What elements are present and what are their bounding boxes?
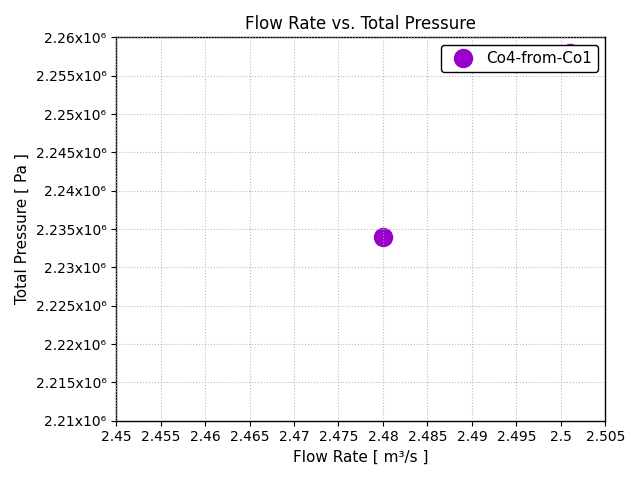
Y-axis label: Total Pressure [ Pa ]: Total Pressure [ Pa ]	[15, 154, 30, 304]
X-axis label: Flow Rate [ m³/s ]: Flow Rate [ m³/s ]	[293, 450, 429, 465]
Title: Flow Rate vs. Total Pressure: Flow Rate vs. Total Pressure	[245, 15, 476, 33]
Legend: Co4-from-Co1: Co4-from-Co1	[442, 45, 598, 72]
